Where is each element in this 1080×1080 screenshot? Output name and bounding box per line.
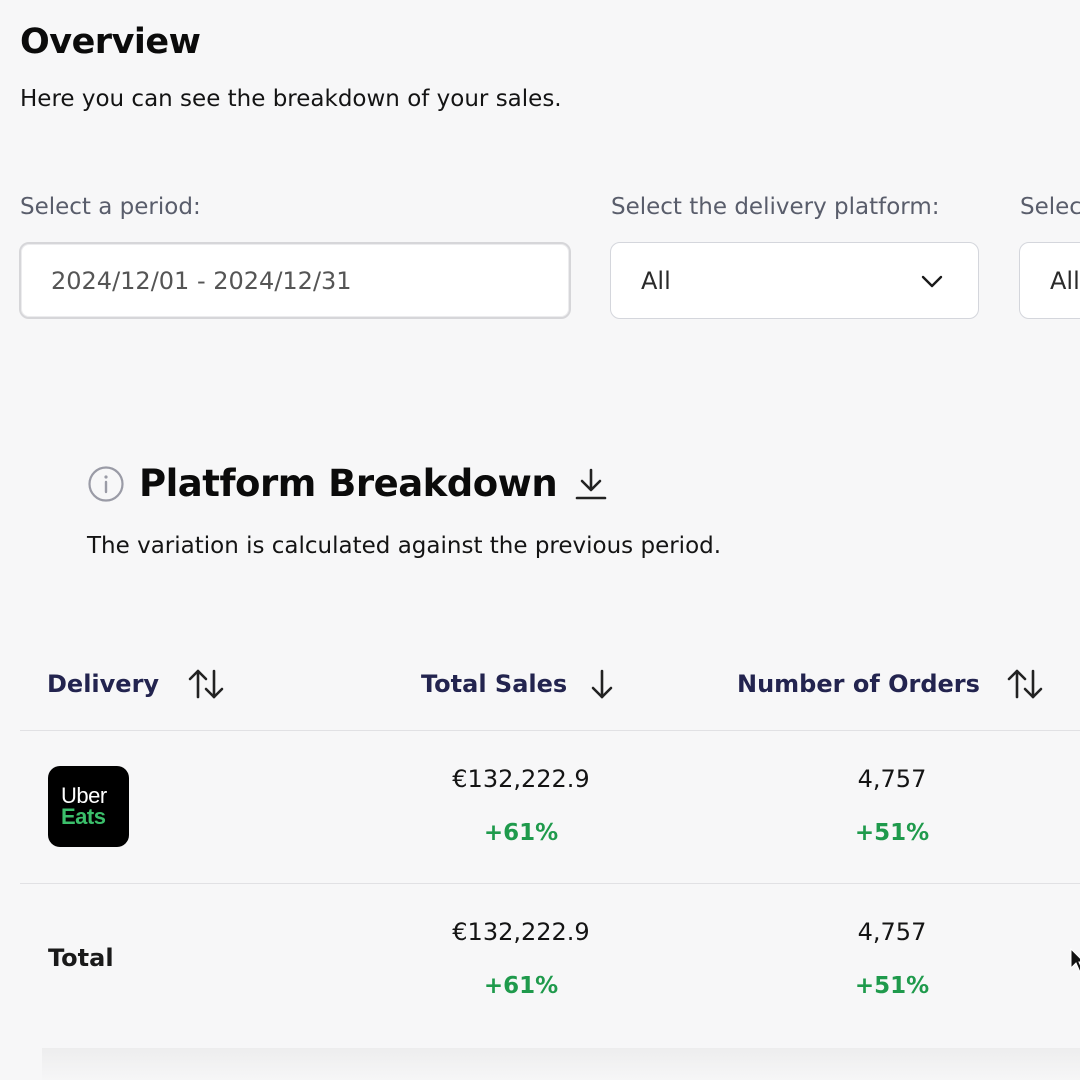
card-bottom-shadow	[42, 1048, 1080, 1080]
column-header-delivery[interactable]: Delivery	[47, 667, 225, 701]
logo-text-line2: Eats	[61, 804, 106, 829]
total-label: Total	[48, 944, 114, 972]
period-date-input[interactable]: 2024/12/01 - 2024/12/31	[19, 242, 571, 319]
sort-down-icon[interactable]	[587, 667, 617, 701]
platform-select[interactable]: All	[610, 242, 979, 319]
row-orders: 4,757	[857, 765, 927, 793]
page-title: Overview	[20, 22, 201, 62]
section-title: Platform Breakdown	[139, 462, 558, 505]
sort-both-icon[interactable]	[1006, 667, 1044, 701]
third-filter-select[interactable]: All	[1019, 242, 1080, 319]
info-icon[interactable]	[87, 465, 125, 503]
uber-eats-logo: Uber Eats	[48, 766, 129, 847]
page-subtitle: Here you can see the breakdown of your s…	[20, 86, 562, 112]
mouse-cursor-icon	[1070, 948, 1080, 973]
section-header: Platform Breakdown	[87, 462, 607, 505]
table-row-divider	[20, 883, 1080, 884]
total-orders-value: 4,757	[857, 918, 927, 946]
total-orders-variation: +51%	[854, 973, 930, 999]
chevron-down-icon	[921, 275, 943, 288]
row-total-sales: €132,222.9	[452, 765, 590, 793]
third-filter-value: All	[1050, 266, 1080, 295]
column-header-orders[interactable]: Number of Orders	[737, 667, 1044, 701]
platform-select-value: All	[641, 266, 671, 295]
column-header-total-sales[interactable]: Total Sales	[421, 667, 617, 701]
total-sales-variation: +61%	[483, 973, 559, 999]
column-header-total-sales-label: Total Sales	[421, 670, 568, 698]
section-note: The variation is calculated against the …	[87, 533, 722, 559]
period-label: Select a period:	[20, 194, 201, 220]
column-header-orders-label: Number of Orders	[737, 670, 980, 698]
table-header-divider	[20, 730, 1080, 731]
logo-text-line1: Uber	[61, 783, 107, 808]
row-total-sales-variation: +61%	[483, 820, 559, 846]
sort-both-icon[interactable]	[187, 667, 225, 701]
platform-label: Select the delivery platform:	[611, 194, 940, 220]
period-value: 2024/12/01 - 2024/12/31	[51, 266, 352, 295]
download-icon[interactable]	[575, 467, 607, 501]
column-header-delivery-label: Delivery	[47, 670, 160, 698]
total-sales-value: €132,222.9	[452, 918, 590, 946]
third-filter-label: Selec	[1020, 194, 1080, 220]
row-orders-variation: +51%	[854, 820, 930, 846]
